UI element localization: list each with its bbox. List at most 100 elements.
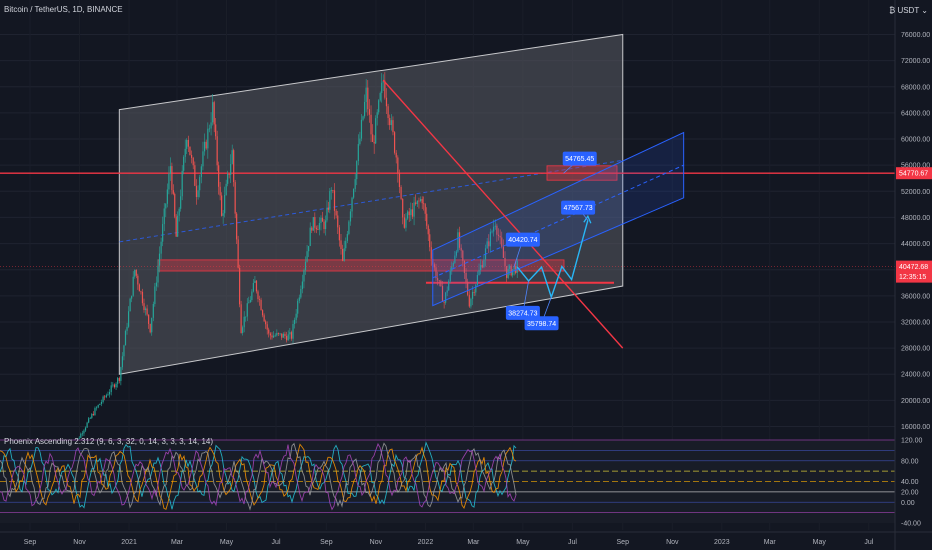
candle-body (435, 267, 437, 279)
candle-body (292, 323, 294, 339)
candle-body (174, 193, 176, 217)
x-tick-label: 2023 (714, 539, 730, 546)
candle-body (203, 141, 206, 152)
candle-body (438, 280, 440, 282)
candle-body (423, 203, 425, 205)
candle-body (403, 217, 405, 228)
grey-channel-body (118, 33, 624, 375)
candle-body (410, 209, 412, 216)
symbol-title[interactable]: Bitcoin / TetherUS, 1D, BINANCE (4, 5, 123, 14)
candle-body (392, 120, 394, 133)
candle-body (389, 117, 391, 126)
callout-box (524, 316, 559, 331)
candle-body (378, 100, 380, 113)
red-level-tag (896, 167, 932, 180)
candle-body (421, 198, 423, 204)
candle-body (449, 270, 451, 282)
candle-body (340, 240, 342, 250)
candle-body (393, 132, 396, 153)
candle-body (268, 329, 270, 334)
y-tick-label: 64000.00 (901, 110, 930, 117)
candle-body (332, 189, 334, 191)
candle-body (512, 269, 514, 276)
candle-body (483, 259, 485, 268)
time-axis[interactable]: Sep Nov 2021 Mar May Jul Sep Nov 2022 Mar May Jul Se… (0, 531, 932, 546)
candle-body (496, 225, 498, 235)
candle-body (171, 166, 173, 191)
candle-body (200, 166, 202, 178)
candle-body (284, 333, 286, 336)
candle-body (398, 173, 401, 188)
x-tick-label: Jul (864, 539, 873, 546)
candle-body (481, 265, 483, 268)
candle-body (208, 128, 211, 130)
candle-body (135, 269, 137, 276)
current-price-tag (896, 260, 932, 283)
y-tick-label: 24000.00 (901, 372, 930, 379)
candle-body (349, 211, 352, 222)
candle-body (265, 321, 267, 325)
candle-body (89, 417, 91, 419)
candle-body (141, 291, 144, 304)
candle-body (356, 161, 358, 180)
candle-body (329, 191, 331, 210)
indicator-label[interactable]: Phoenix Ascending 2.312 (9, 6, 3, 32, 0,… (4, 437, 214, 446)
candle-body (127, 311, 130, 327)
oscillator-pane (0, 439, 895, 523)
candle-body (295, 313, 297, 320)
x-tick-label: May (516, 539, 530, 546)
candle-body (95, 407, 98, 409)
x-tick-label: Nov (666, 539, 679, 546)
osc-tick-label: 120.00 (901, 438, 923, 445)
candle-body (115, 383, 117, 388)
candle-body (338, 227, 340, 241)
candle-body (86, 422, 88, 428)
candle-body (376, 112, 378, 119)
candle-body (225, 183, 227, 195)
candle-body (243, 316, 245, 328)
candle-body (248, 302, 250, 304)
candle-body (379, 93, 381, 101)
y-tick-label: 72000.00 (901, 58, 930, 65)
projection-path (516, 220, 589, 300)
candle-body (385, 97, 388, 107)
candle-body (144, 308, 147, 310)
candle-body (104, 396, 106, 398)
y-tick-label: 56000.00 (901, 163, 930, 170)
candle-body (413, 202, 415, 217)
currency-selector[interactable]: ₿ USDT ⌄ (889, 6, 928, 15)
candle-body (426, 213, 428, 226)
candle-body (155, 282, 158, 287)
x-tick-label: May (813, 539, 827, 546)
candle-body (324, 220, 327, 230)
red-level-value: 54770.67 (899, 171, 928, 178)
candle-body (112, 384, 114, 386)
x-tick-label: Jul (568, 539, 577, 546)
candle-body (273, 335, 275, 338)
candle-body (215, 124, 217, 137)
candle-body (224, 194, 226, 214)
candle-body (269, 333, 271, 336)
x-tick-label: 2022 (418, 539, 434, 546)
candle-body (406, 211, 409, 219)
candle-body (419, 198, 422, 202)
candle-body (289, 332, 291, 335)
candle-body (257, 291, 259, 300)
candle-body (166, 189, 168, 204)
candle-body (117, 378, 119, 384)
osc-tick-label: 20.00 (901, 489, 919, 496)
candle-body (258, 299, 261, 300)
candle-body (151, 317, 153, 333)
x-tick-label: May (220, 539, 234, 546)
candle-body (451, 266, 453, 271)
candle-body (372, 134, 374, 142)
candle-body (304, 261, 307, 271)
candle-body (165, 203, 167, 209)
candle-body (467, 282, 469, 295)
candle-body (162, 224, 164, 242)
candle-body (100, 401, 103, 404)
candle-body (199, 177, 201, 191)
x-tick-label: Sep (24, 539, 37, 546)
candle-body (134, 269, 136, 277)
